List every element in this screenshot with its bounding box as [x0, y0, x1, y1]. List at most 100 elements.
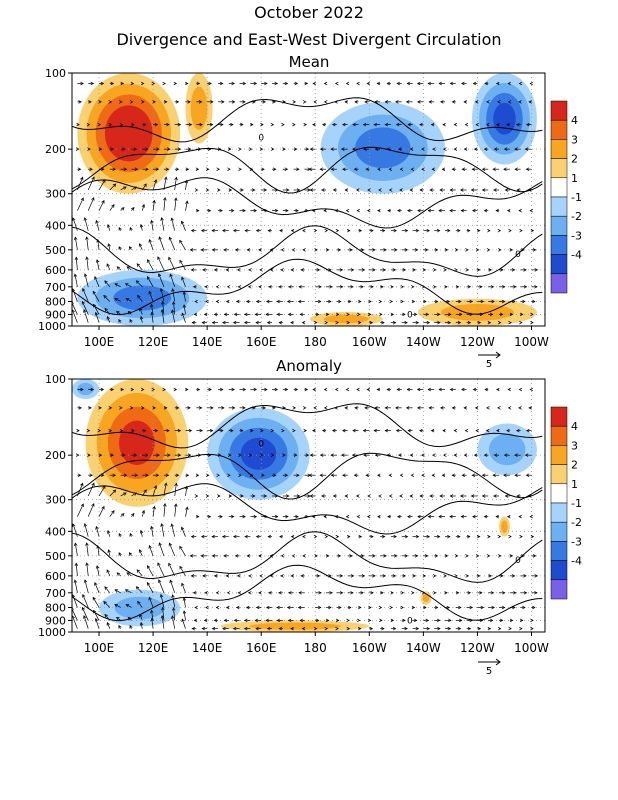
- wind-vector-head: [479, 591, 483, 595]
- wind-vector-head: [123, 167, 128, 171]
- wind-vector-head: [100, 387, 105, 392]
- wind-vector: [160, 288, 165, 302]
- wind-vector-head: [92, 290, 96, 295]
- wind-vector-head: [399, 473, 404, 477]
- wind-vector: [160, 594, 165, 608]
- wind-vector: [172, 594, 176, 608]
- wind-vector-head: [106, 316, 110, 320]
- wind-vector-head: [530, 618, 534, 623]
- wind-vector-head: [316, 268, 321, 272]
- wind-vector-head: [458, 605, 462, 610]
- wind-vector-head: [114, 589, 119, 593]
- y-tick-label: 200: [45, 143, 66, 156]
- wind-vector-head: [184, 485, 189, 490]
- x-tick-label: 100E: [84, 335, 115, 349]
- plot-area: 0 0 0: [72, 73, 545, 326]
- wind-vector-head: [378, 605, 383, 610]
- wind-vector-head: [392, 574, 397, 578]
- wind-vector-head: [139, 315, 144, 320]
- wind-vector: [108, 243, 111, 250]
- wind-vector-head: [96, 545, 100, 549]
- wind-vector-head: [439, 494, 443, 498]
- wind-vector-head: [77, 167, 82, 171]
- wind-vector-head: [189, 554, 194, 558]
- wind-vector-head: [423, 605, 427, 610]
- wind-vector-head: [454, 268, 458, 272]
- wind-vector-head: [290, 268, 294, 272]
- wind-vector-head: [414, 554, 419, 558]
- wind-vector-head: [299, 618, 303, 623]
- wind-vector: [183, 597, 186, 608]
- wind-vector-head: [298, 591, 302, 595]
- wind-vector-head: [175, 100, 180, 104]
- wind-vector-head: [407, 428, 411, 433]
- wind-vector-head: [525, 428, 530, 433]
- wind-vector-head: [392, 626, 397, 631]
- wind-vector-head: [323, 100, 328, 104]
- wind-vector-head: [182, 610, 187, 614]
- wind-vector: [136, 280, 143, 288]
- wind-vector: [86, 562, 89, 576]
- wind-vector-head: [438, 387, 442, 392]
- wind-vector: [104, 614, 111, 621]
- wind-vector-head: [481, 473, 486, 477]
- wind-vector-head: [506, 122, 510, 127]
- wind-vector-head: [152, 100, 156, 104]
- wind-vector-head: [421, 473, 425, 477]
- wind-vector: [95, 526, 100, 537]
- wind-vector-head: [189, 248, 194, 252]
- wind-vector: [185, 201, 188, 211]
- wind-vector-head: [139, 613, 143, 618]
- wind-vector: [77, 483, 84, 497]
- panel-title: Anomaly: [276, 357, 342, 375]
- wind-vector-head: [74, 562, 79, 567]
- wind-vector-head: [163, 503, 167, 507]
- wind-vector-head: [432, 453, 436, 457]
- wind-vector-head: [242, 81, 247, 86]
- wind-vector: [95, 312, 100, 323]
- wind-vector-head: [532, 554, 537, 558]
- wind-vector-head: [282, 147, 286, 151]
- wind-vector-head: [185, 167, 190, 171]
- reference-vector-head: [495, 658, 501, 666]
- wind-vector-head: [296, 473, 300, 477]
- colorbar-swatch: [550, 521, 568, 542]
- wind-vector-head: [432, 591, 437, 595]
- wind-vector: [94, 582, 100, 593]
- wind-vector-head: [179, 565, 183, 570]
- wind-vector: [95, 220, 100, 231]
- wind-vector-head: [269, 268, 274, 272]
- wind-vector-head: [345, 514, 350, 519]
- wind-vector-head: [350, 574, 355, 578]
- wind-vector-head: [309, 188, 314, 192]
- wind-vector-head: [467, 320, 472, 325]
- wind-vector-head: [382, 268, 387, 272]
- wind-vector-head: [384, 428, 389, 433]
- wind-vector-head: [429, 188, 433, 192]
- wind-vector-head: [529, 514, 534, 519]
- wind-vector-head: [346, 618, 350, 623]
- wind-vector-head: [430, 122, 435, 127]
- wind-vector-head: [292, 122, 296, 127]
- y-tick-label: 600: [45, 264, 66, 277]
- wind-vector-head: [274, 387, 279, 392]
- wind-vector-head: [250, 122, 254, 127]
- wind-vector-head: [476, 228, 481, 233]
- wind-vector-head: [324, 534, 329, 539]
- wind-vector-head: [463, 100, 467, 104]
- wind-vector-head: [334, 514, 339, 519]
- wind-vector-head: [509, 248, 514, 252]
- wind-vector-head: [339, 574, 344, 578]
- colorbar-swatch: [550, 445, 568, 465]
- wind-vector: [72, 309, 78, 323]
- wind-vector: [131, 492, 137, 497]
- wind-vector-head: [399, 188, 403, 192]
- wind-vector-head: [486, 100, 490, 104]
- wind-vector-head: [83, 579, 88, 583]
- wind-vector-head: [253, 208, 258, 213]
- wind-vector-head: [405, 406, 410, 410]
- wind-vector-head: [274, 208, 279, 213]
- wind-vector-head: [118, 318, 122, 323]
- wind-vector-head: [266, 320, 271, 325]
